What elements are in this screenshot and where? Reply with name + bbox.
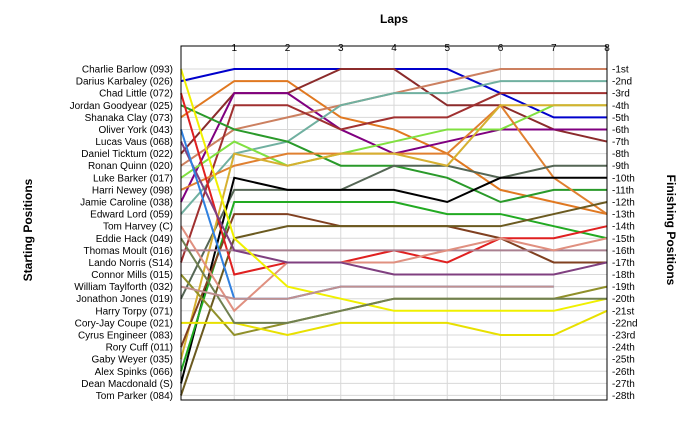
starting-position-label: Dean Macdonald (S) (81, 379, 173, 390)
series-line (180, 225, 608, 313)
x-tick-label: 1 (231, 43, 237, 54)
series-line (180, 164, 607, 300)
y-axis-title-left: Starting Positions (21, 178, 35, 281)
series-line (180, 68, 608, 312)
x-tick-label: 4 (391, 43, 397, 54)
series-line (181, 309, 608, 337)
finishing-position-label: -11th (612, 185, 634, 196)
finishing-position-label: -6th (612, 125, 629, 136)
starting-position-label: Alex Spinks (066) (95, 367, 173, 378)
series-line (180, 92, 607, 263)
y-axis-title-right: Finishing Positions (664, 175, 678, 286)
starting-position-label: Shanaka Clay (073) (85, 113, 173, 124)
starting-position-label: Tom Harvey (C) (103, 222, 173, 233)
finishing-position-label: -4th (612, 101, 629, 112)
starting-position-label: Connor Mills (015) (91, 270, 173, 281)
finishing-position-label: -1st (612, 65, 629, 76)
x-axis-title: Laps (380, 12, 408, 26)
x-tick-label: 3 (338, 43, 344, 54)
series-line (180, 285, 554, 300)
finishing-position-label: -24th (612, 343, 635, 354)
finishing-position-label: -25th (612, 355, 635, 366)
finishing-position-label: -9th (612, 161, 629, 172)
starting-position-label: Chad Little (072) (99, 89, 173, 100)
starting-position-label: Edward Lord (059) (90, 210, 173, 221)
series-line (180, 200, 608, 372)
finishing-position-label: -22nd (612, 318, 638, 329)
starting-position-label: Darius Karbaley (026) (76, 77, 173, 88)
starting-position-label: Jordan Goodyear (025) (70, 101, 173, 112)
finishing-position-label: -18th (612, 270, 635, 281)
starting-position-label: Daniel Ticktum (022) (81, 149, 173, 160)
plot-frame (180, 45, 608, 401)
series-line (180, 104, 607, 179)
starting-position-label: William Taylforth (032) (74, 282, 173, 293)
finishing-position-label: -27th (612, 379, 635, 390)
starting-position-label: Harri Newey (098) (92, 185, 173, 196)
finishing-position-label: -2nd (612, 77, 632, 88)
x-tick-label: 2 (285, 43, 291, 54)
series-line (180, 104, 607, 360)
starting-position-label: Luke Barker (017) (93, 173, 173, 184)
finishing-position-label: -8th (612, 149, 629, 160)
x-tick-label: 6 (498, 43, 504, 54)
finishing-position-label: -20th (612, 294, 635, 305)
finishing-position-label: -21st (612, 306, 634, 317)
finishing-position-label: -28th (612, 391, 635, 402)
finishing-position-label: -16th (612, 246, 635, 257)
starting-position-label: Cyrus Engineer (083) (78, 330, 173, 341)
finishing-position-label: -14th (612, 222, 635, 233)
starting-position-label: Thomas Moult (016) (84, 246, 173, 257)
starting-position-label: Harry Torpy (071) (95, 306, 173, 317)
finishing-position-label: -10th (612, 173, 635, 184)
starting-position-label: Charlie Barlow (093) (82, 65, 173, 76)
finishing-position-label: -13th (612, 210, 635, 221)
starting-position-label: Gaby Weyer (035) (91, 355, 173, 366)
starting-position-label: Lando Norris (S14) (89, 258, 173, 269)
series-line (180, 201, 608, 396)
starting-position-label: Cory-Jay Coupe (021) (75, 318, 173, 329)
starting-position-label: Oliver York (043) (99, 125, 173, 136)
series-line (180, 80, 608, 216)
starting-position-label: Jamie Caroline (038) (80, 197, 173, 208)
series-lines (180, 68, 608, 396)
starting-position-label: Jonathon Jones (019) (76, 294, 173, 305)
x-tick-label: 7 (551, 43, 557, 54)
series-line (180, 176, 607, 384)
starting-position-label: Rory Cuff (011) (106, 343, 173, 354)
starting-position-label: Lucas Vaus (068) (95, 137, 173, 148)
finishing-position-label: -3rd (612, 89, 630, 100)
finishing-position-label: -5th (612, 113, 629, 124)
series-line (180, 237, 607, 324)
finishing-position-label: -23rd (612, 330, 635, 341)
finishing-position-label: -17th (612, 258, 635, 269)
finishing-position-label: -26th (612, 367, 635, 378)
starting-position-label: Eddie Hack (049) (96, 234, 173, 245)
x-tick-label: 5 (444, 43, 450, 54)
finishing-position-label: -15th (612, 234, 635, 245)
starting-position-label: Tom Parker (084) (96, 391, 173, 402)
finishing-position-label: -7th (612, 137, 629, 148)
finishing-position-label: -12th (612, 197, 635, 208)
starting-position-label: Ronan Quinn (020) (88, 161, 173, 172)
finishing-position-label: -19th (612, 282, 635, 293)
